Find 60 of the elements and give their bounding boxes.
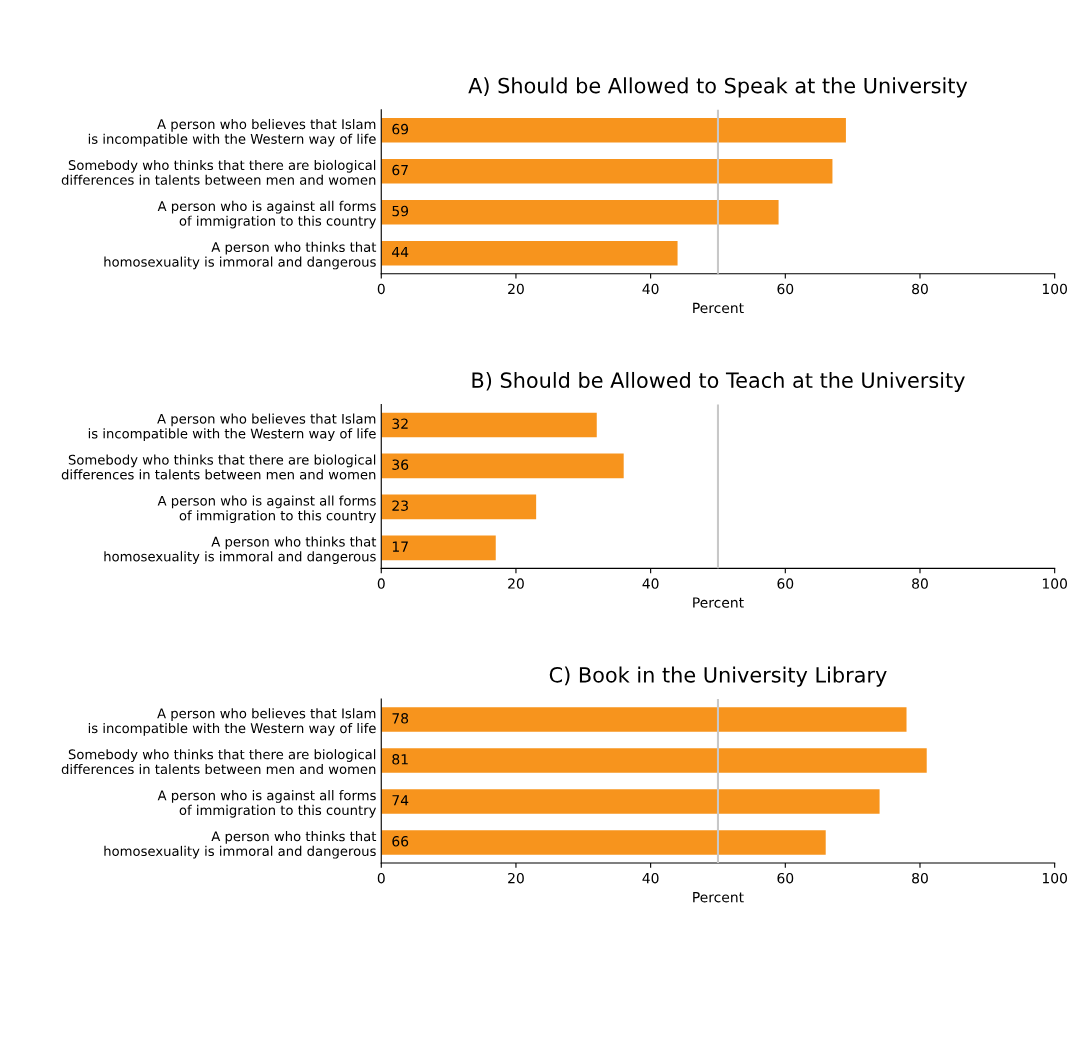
bar [381,707,907,732]
data-label: 44 [392,246,409,258]
bar [381,199,779,225]
bar [381,453,624,479]
x-tick-label: 20 [508,283,524,295]
x-tick-label: 0 [377,872,385,884]
x-tick-label: 20 [508,872,524,884]
x-tick-label: 80 [912,578,928,589]
y-tick-label: A person who thinks that homosexuality is immoral and dangerous [104,241,377,270]
bar [381,535,496,561]
x-axis-title: Percent [693,302,744,314]
y-tick-label: A person who thinks that homosexuality is immoral and dangerous [104,831,377,859]
bar [381,240,678,266]
data-label: 78 [392,713,409,724]
x-tick-label: 60 [777,872,794,884]
y-tick-label: A person who thinks that homosexuality is immoral and dangerous [104,536,377,564]
data-label: 17 [392,541,408,552]
bar [381,494,537,520]
x-tick-label: 0 [377,283,385,295]
data-label: 67 [392,164,408,176]
bar [381,748,927,773]
y-tick-label: A person who believes that Islam is incompatible with the Western way of life [88,708,376,736]
x-axis-title: Percent [693,597,744,608]
chart-title: C) Book in the University Library [549,666,887,687]
bar [381,789,880,814]
chart-title: A) Should be Allowed to Speak at the University [468,77,968,98]
bar [381,830,826,855]
data-label: 59 [392,205,409,217]
x-tick-label: 80 [912,283,928,295]
x-tick-label: 100 [1042,872,1067,884]
bar [381,412,597,438]
x-tick-label: 100 [1042,578,1067,589]
x-axis-title: Percent [693,892,744,903]
x-tick-label: 60 [777,283,794,295]
bar [381,158,833,184]
data-label: 66 [392,835,409,847]
data-label: 32 [392,418,408,429]
x-tick-label: 80 [912,872,928,884]
y-tick-label: Somebody who thinks that there are biological differences in talents between men and women [61,454,376,480]
data-label: 81 [392,754,408,765]
bar [381,118,846,143]
y-tick-label: A person who is against all forms of immigration to this country [157,200,377,229]
data-label: 36 [392,459,409,470]
data-label: 23 [392,500,408,511]
x-tick-label: 40 [642,283,659,295]
data-label: 69 [392,123,409,135]
x-tick-label: 40 [642,578,659,589]
data-label: 74 [392,795,409,806]
y-tick-label: A person who is against all forms of immigration to this country [157,495,377,524]
y-tick-label: A person who is against all forms of immigration to this country [157,790,377,818]
x-tick-label: 100 [1042,283,1067,295]
x-tick-label: 60 [777,578,794,589]
chart-title: B) Should be Allowed to Teach at the University [472,371,965,393]
y-tick-label: A person who believes that Islam is incompatible with the Western way of life [88,118,376,147]
x-tick-label: 0 [377,578,385,589]
y-tick-label: Somebody who thinks that there are biological differences in talents between men and women [61,749,376,775]
x-tick-label: 20 [508,578,524,589]
y-tick-label: A person who believes that Islam is incompatible with the Western way of life [88,413,376,442]
y-tick-label: Somebody who thinks that there are biological differences in talents between men and women [61,159,376,185]
x-tick-label: 40 [642,872,659,884]
